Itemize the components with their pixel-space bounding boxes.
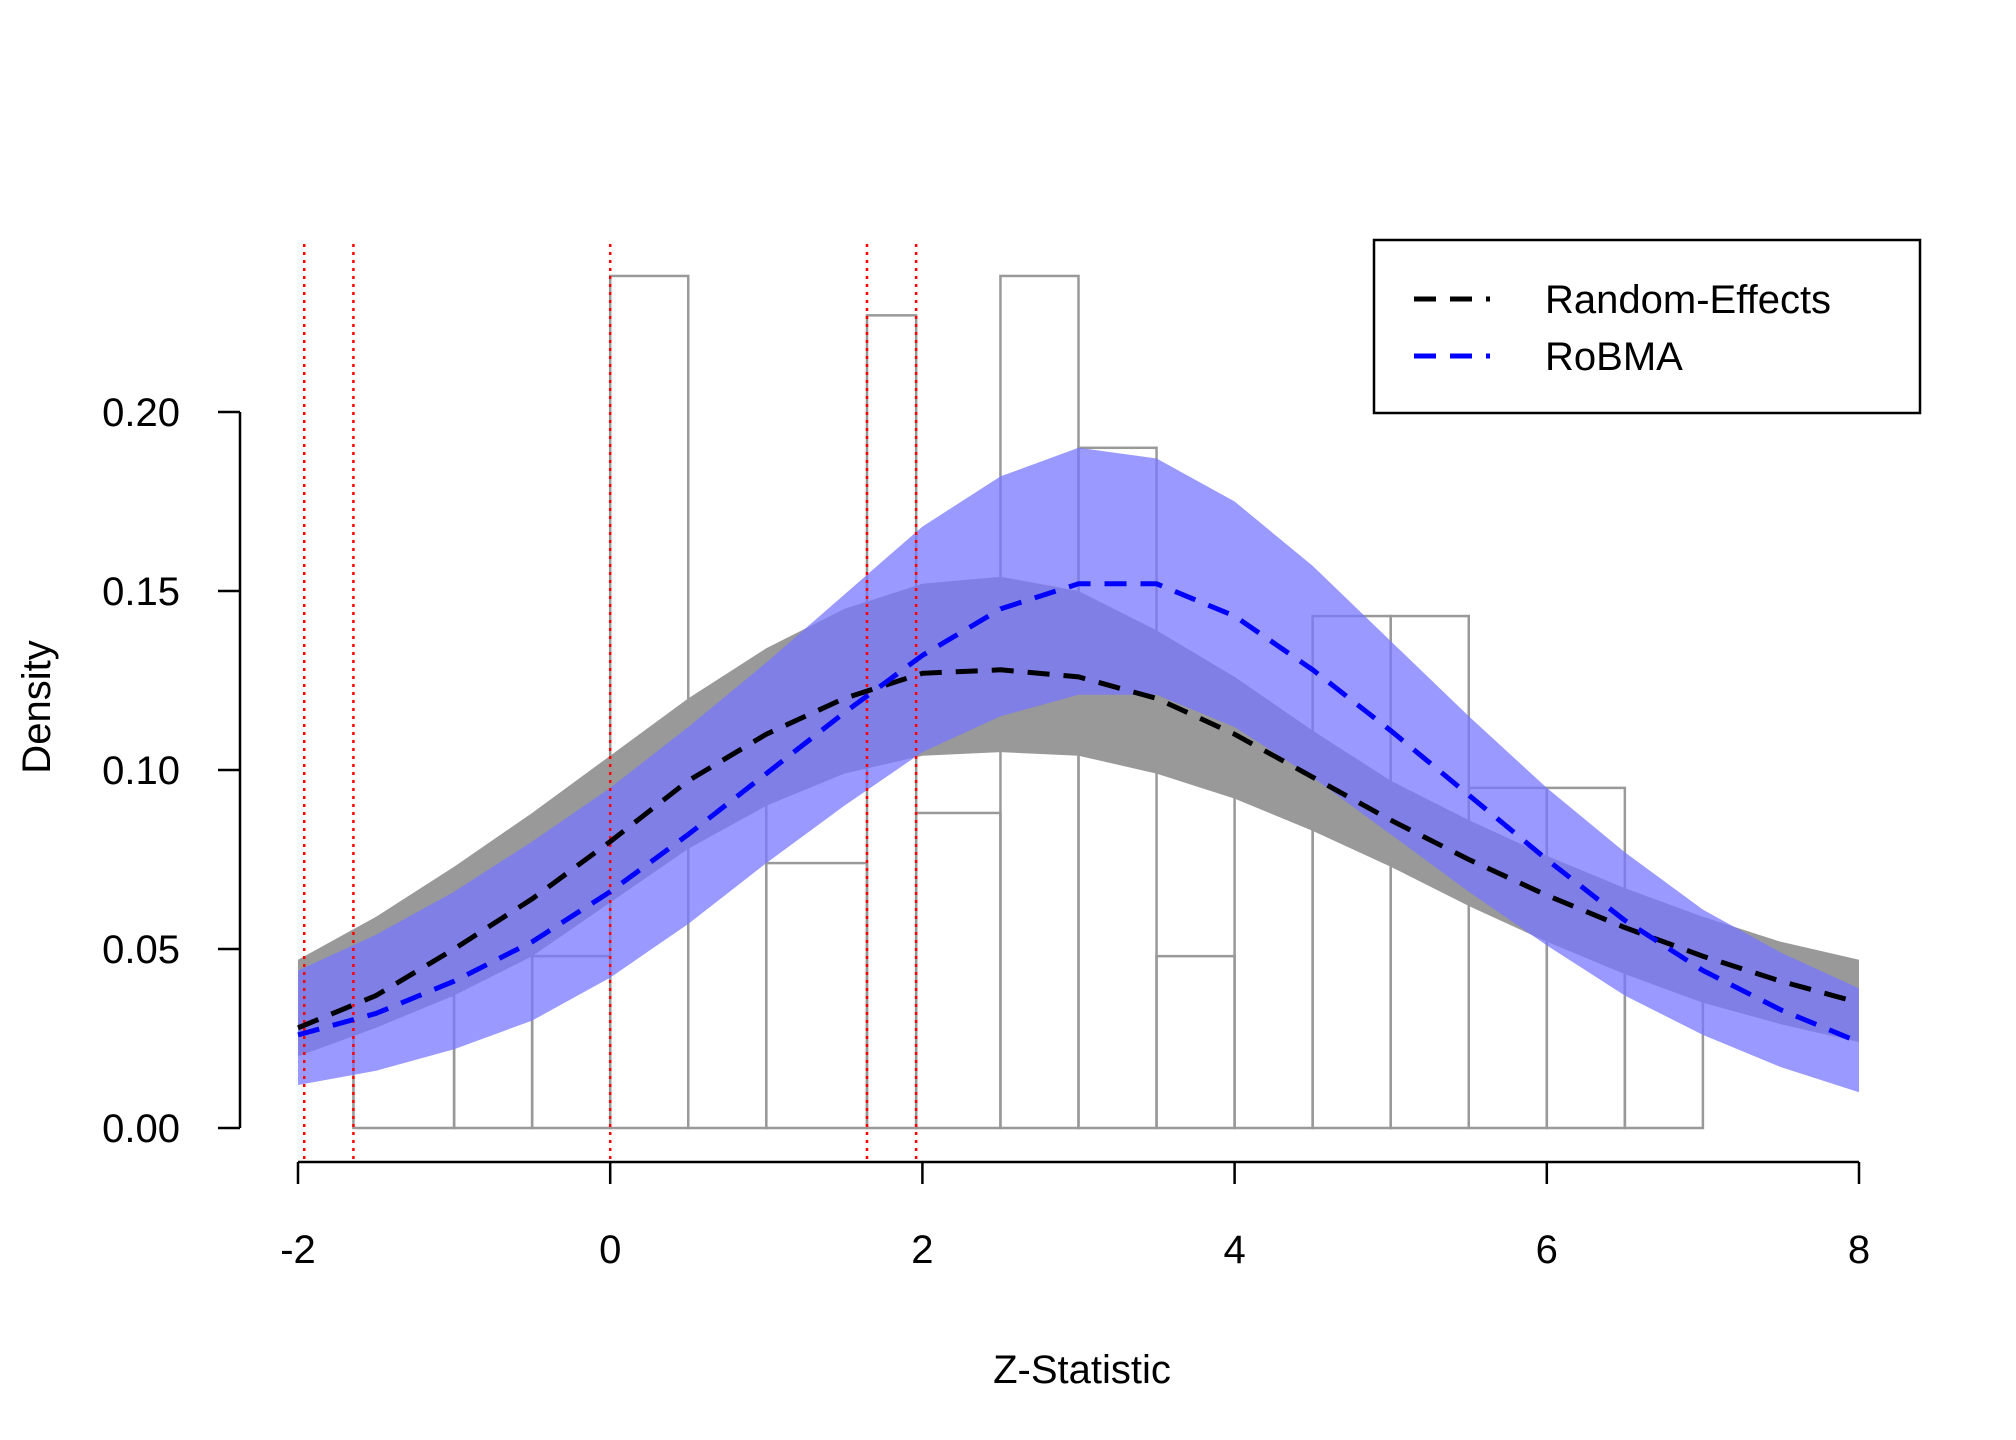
x-tick-label-0: -2 xyxy=(280,1228,316,1272)
credible-bands xyxy=(298,447,1859,1093)
density-line-robma xyxy=(297,581,1860,1045)
x-tick-label-5: 8 xyxy=(1848,1228,1870,1272)
y-tick-label-3: 0.15 xyxy=(102,570,180,614)
legend-label-1: RoBMA xyxy=(1545,335,1683,379)
y-tick-label-2: 0.10 xyxy=(102,749,180,793)
axes: -2 0 2 4 6 8 0.00 0.05 0.10 0.15 0.20 xyxy=(102,391,1870,1272)
reference-lines xyxy=(302,244,918,1162)
x-axis-title: Z-Statistic xyxy=(993,1348,1171,1392)
y-tick-label-0: 0.00 xyxy=(102,1107,180,1151)
x-tick-label-1: 0 xyxy=(599,1228,621,1272)
x-tick-label-3: 4 xyxy=(1223,1228,1245,1272)
legend-box xyxy=(1372,238,1922,415)
histogram-bar-10 xyxy=(1077,446,1158,1130)
x-tick-label-4: 6 xyxy=(1536,1228,1558,1272)
legend: Random-Effects RoBMA xyxy=(1372,238,1922,415)
density-lines xyxy=(297,581,1860,1045)
y-tick-label-4: 0.20 xyxy=(102,391,180,435)
x-tick-label-2: 2 xyxy=(911,1228,933,1272)
y-axis-title: Density xyxy=(15,640,59,773)
density-line-random-effects xyxy=(297,667,1860,1031)
credible-band-robma xyxy=(298,447,1859,1093)
legend-label-0: Random-Effects xyxy=(1545,278,1831,322)
y-tick-label-1: 0.05 xyxy=(102,928,180,972)
